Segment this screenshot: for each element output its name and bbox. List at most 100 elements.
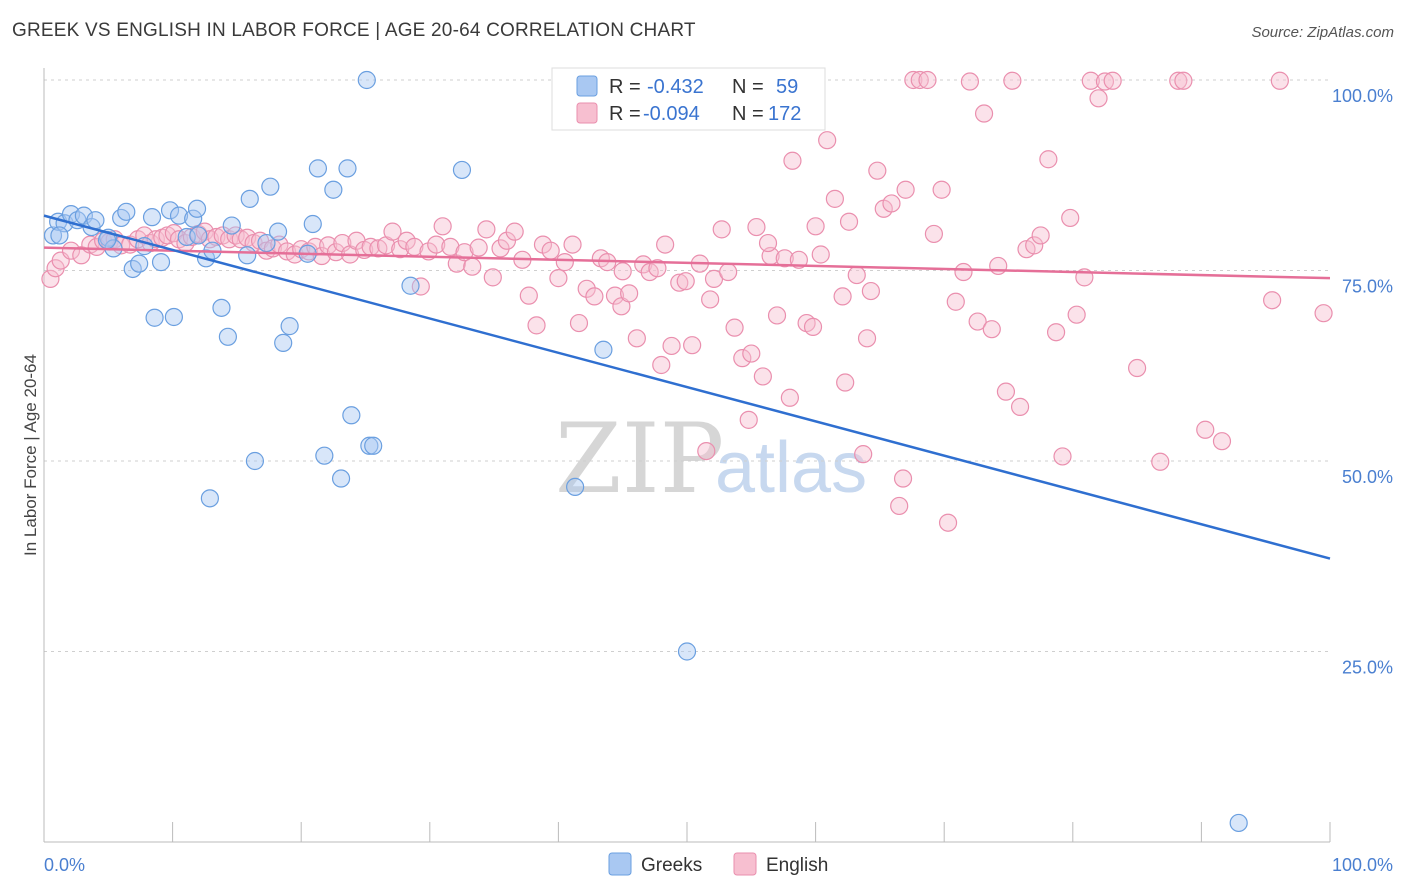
english-point-78 — [577, 279, 596, 298]
english-point-62 — [463, 257, 482, 276]
english-point-106 — [775, 249, 794, 268]
english-point-133 — [968, 312, 987, 331]
english-point-66 — [491, 239, 510, 258]
english-point-157 — [1196, 420, 1215, 439]
english-point-0 — [41, 269, 60, 288]
greeks-point-43 — [342, 406, 361, 425]
greeks-point-11 — [117, 202, 136, 221]
english-point-122 — [890, 496, 909, 516]
greeks-point-38 — [308, 159, 328, 178]
english-point-152 — [1103, 71, 1122, 90]
english-point-153 — [1127, 358, 1147, 378]
greeks-n-value: 59 — [776, 76, 798, 98]
watermark-zip-text: ZIP — [555, 403, 724, 515]
y-tick-label-100: 100.0% — [1332, 86, 1393, 106]
greeks-point-13 — [130, 254, 149, 273]
greeks-point-57 — [189, 226, 208, 245]
english-point-57 — [427, 235, 446, 254]
x-tick-label-min: 0.0% — [44, 855, 85, 875]
english-point-77 — [569, 313, 589, 333]
greeks-point-49 — [566, 477, 585, 497]
english-point-151 — [1095, 72, 1115, 91]
english-point-79 — [585, 287, 604, 306]
english-point-67 — [497, 231, 517, 250]
english-point-86 — [634, 255, 653, 274]
y-tick-label-75: 75.0% — [1342, 277, 1393, 297]
greeks-point-20 — [177, 227, 196, 247]
greeks-point-33 — [261, 177, 280, 196]
greeks-point-37 — [303, 214, 322, 234]
english-point-129 — [938, 513, 958, 532]
greeks-point-39 — [315, 446, 334, 465]
english-point-110 — [803, 317, 823, 336]
english-point-108 — [789, 250, 808, 269]
english-point-142 — [1031, 226, 1050, 245]
english-point-43 — [326, 243, 346, 262]
english-point-124 — [904, 70, 923, 90]
greeks-trend-line — [43, 214, 1331, 560]
greeks-point-46 — [364, 436, 383, 455]
source-credit: Source: ZipAtlas.com — [1251, 24, 1394, 41]
greeks-point-45 — [360, 436, 379, 455]
greeks-point-44 — [357, 70, 376, 90]
english-point-146 — [1061, 208, 1080, 228]
chart-title: GREEK VS ENGLISH IN LABOR FORCE | AGE 20… — [12, 20, 696, 41]
english-point-88 — [648, 259, 667, 278]
greeks-point-22 — [187, 199, 207, 218]
english-point-138 — [1003, 71, 1022, 90]
english-point-63 — [469, 238, 488, 257]
legend-greeks-swatch — [608, 852, 632, 876]
english-r-label: R = — [609, 103, 641, 125]
english-point-58 — [433, 217, 452, 236]
english-point-131 — [954, 262, 973, 282]
greeks-point-14 — [142, 208, 162, 227]
english-point-156 — [1174, 71, 1193, 90]
english-point-166 — [758, 233, 778, 253]
english-point-65 — [483, 268, 502, 287]
english-point-159 — [1263, 291, 1282, 310]
greeks-point-41 — [331, 469, 351, 488]
greeks-point-50 — [594, 340, 613, 359]
english-point-13 — [135, 226, 154, 245]
greeks-point-58 — [268, 222, 288, 241]
english-point-68 — [505, 222, 524, 241]
english-point-167 — [780, 388, 799, 407]
watermark-atlas-text: atlas — [715, 428, 867, 508]
greeks-swatch — [576, 75, 598, 97]
english-point-125 — [910, 70, 929, 90]
english-point-100 — [733, 349, 752, 368]
english-point-130 — [946, 292, 965, 311]
english-point-103 — [753, 367, 772, 386]
english-point-85 — [627, 329, 646, 348]
greeks-point-54 — [50, 226, 69, 245]
english-point-102 — [747, 217, 766, 237]
greeks-n-label: N = — [732, 76, 764, 98]
english-n-label: N = — [732, 103, 764, 125]
english-point-141 — [1025, 236, 1044, 255]
english-point-168 — [806, 217, 825, 236]
english-point-82 — [605, 286, 625, 305]
english-point-75 — [555, 253, 574, 272]
english-point-116 — [847, 265, 866, 285]
english-point-74 — [549, 269, 568, 288]
greeks-point-16 — [151, 253, 171, 272]
english-point-128 — [932, 180, 951, 199]
english-point-73 — [541, 241, 560, 260]
greeks-point-40 — [324, 180, 343, 199]
english-point-121 — [882, 194, 901, 213]
english-point-117 — [854, 445, 873, 464]
greeks-point-24 — [200, 489, 219, 508]
english-point-99 — [725, 318, 744, 337]
english-point-126 — [918, 70, 937, 90]
english-point-161 — [1314, 304, 1333, 323]
english-point-55 — [411, 277, 430, 296]
english-point-84 — [620, 284, 639, 303]
gridlines — [44, 79, 1330, 652]
y-axis-tick-labels: 25.0% 50.0% 75.0% 100.0% — [1332, 86, 1393, 678]
legend-english-label: English — [766, 855, 828, 876]
english-point-135 — [982, 320, 1001, 339]
trend-lines — [43, 214, 1331, 560]
y-tick-label-25: 25.0% — [1342, 658, 1393, 678]
greeks-point-31 — [245, 451, 265, 471]
